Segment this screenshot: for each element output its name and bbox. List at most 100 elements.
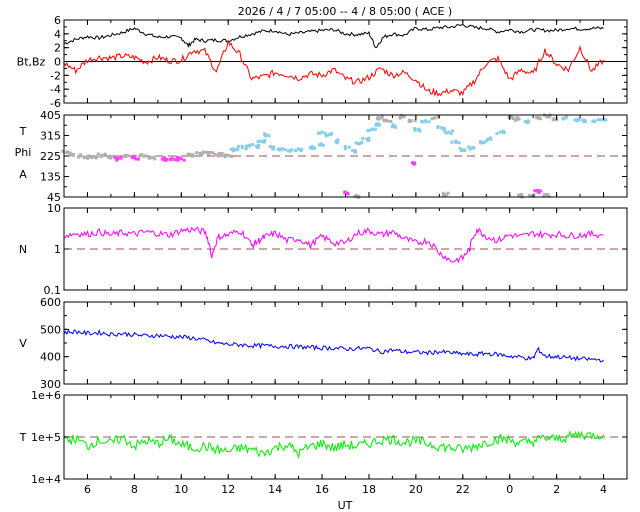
phi-point xyxy=(390,125,394,129)
phi-point xyxy=(179,157,183,161)
phi-point xyxy=(495,132,499,136)
phi-point xyxy=(107,155,111,159)
y-tick-label: 315 xyxy=(40,130,61,143)
series-t xyxy=(63,429,604,459)
phi-point xyxy=(511,116,515,120)
phi-point xyxy=(507,116,511,120)
phi-point xyxy=(336,138,340,142)
phi-point xyxy=(536,188,540,192)
phi-point xyxy=(545,115,549,119)
phi-point xyxy=(413,119,417,123)
phi-point xyxy=(290,148,294,152)
x-tick-label: 14 xyxy=(268,483,282,496)
phi-point xyxy=(211,151,215,155)
phi-point xyxy=(240,144,244,148)
phi-point xyxy=(418,129,422,133)
x-axis-label: UT xyxy=(338,499,353,512)
phi-point xyxy=(382,118,386,122)
phi-point xyxy=(116,157,120,161)
panel-frame xyxy=(63,301,628,385)
phi-point xyxy=(444,131,448,135)
phi-point xyxy=(573,118,577,122)
phi-point xyxy=(545,193,549,197)
phi-point xyxy=(356,141,360,145)
phi-point xyxy=(272,145,276,149)
phi-point xyxy=(182,158,186,162)
phi-point xyxy=(247,144,251,148)
phi-point xyxy=(256,140,260,144)
phi-point xyxy=(532,193,536,197)
phi-point xyxy=(479,140,483,144)
phi-point xyxy=(509,115,513,119)
phi-point xyxy=(142,154,146,158)
phi-point xyxy=(195,151,199,155)
phi-point xyxy=(231,147,235,151)
phi-point xyxy=(82,155,86,159)
y-tick-label: 0.1 xyxy=(44,284,62,297)
phi-point xyxy=(343,191,347,195)
x-tick-label: 2 xyxy=(553,483,560,496)
phi-point xyxy=(92,155,96,159)
phi-point xyxy=(427,120,431,124)
series-v xyxy=(63,328,604,363)
phi-point xyxy=(312,146,316,150)
y-tick-label: 0 xyxy=(54,56,61,69)
y-axis-label: T xyxy=(19,431,27,444)
x-tick-label: 6 xyxy=(84,483,91,496)
phi-point xyxy=(176,158,180,162)
phi-point xyxy=(413,128,417,132)
x-tick-label: 22 xyxy=(456,483,470,496)
phi-point xyxy=(450,140,454,144)
phi-point xyxy=(126,154,130,158)
phi-point xyxy=(592,119,596,123)
phi-point xyxy=(563,116,567,120)
phi-point xyxy=(232,149,236,153)
phi-point xyxy=(539,189,543,193)
phi-point xyxy=(443,194,447,198)
phi-point xyxy=(99,155,103,159)
phi-point xyxy=(529,194,533,198)
phi-point xyxy=(317,143,321,147)
phi-point xyxy=(236,148,240,152)
phi-point xyxy=(259,139,263,143)
phi-point xyxy=(175,155,179,159)
y-tick-label: 6 xyxy=(54,14,61,27)
phi-point xyxy=(481,140,485,144)
phi-point xyxy=(561,116,565,120)
phi-point xyxy=(449,131,453,135)
phi-point xyxy=(72,153,76,157)
phi-point xyxy=(347,145,351,149)
phi-point xyxy=(164,157,168,161)
phi-point xyxy=(443,129,447,133)
phi-point xyxy=(360,141,364,145)
phi-point xyxy=(542,194,546,198)
phi-point xyxy=(430,117,434,121)
phi-point xyxy=(277,147,281,151)
phi-point xyxy=(598,118,602,122)
phi-point xyxy=(317,131,321,135)
phi-point xyxy=(206,152,210,156)
phi-point xyxy=(366,129,370,133)
phi-point xyxy=(310,145,314,149)
phi-point xyxy=(402,115,406,119)
phi-point xyxy=(162,158,166,162)
phi-point xyxy=(537,191,541,195)
phi-point xyxy=(537,116,541,120)
phi-point xyxy=(467,145,471,149)
phi-point xyxy=(485,138,489,142)
y-axis-label: T xyxy=(19,125,27,138)
phi-point xyxy=(202,150,206,154)
phi-point xyxy=(288,149,292,153)
phi-point xyxy=(76,155,80,159)
phi-point xyxy=(441,127,445,131)
phi-point xyxy=(324,134,328,138)
phi-point xyxy=(463,148,467,152)
phi-point xyxy=(319,142,323,146)
phi-point xyxy=(198,151,202,155)
phi-point xyxy=(283,148,287,152)
phi-point xyxy=(66,150,70,154)
phi-point xyxy=(367,136,371,140)
phi-point xyxy=(223,153,227,157)
phi-point xyxy=(200,152,204,156)
